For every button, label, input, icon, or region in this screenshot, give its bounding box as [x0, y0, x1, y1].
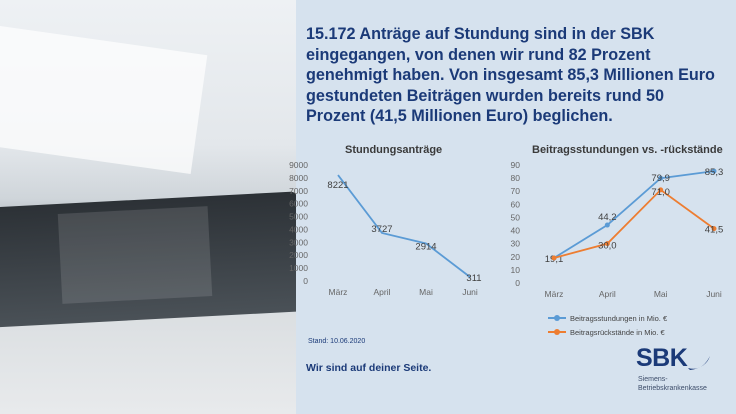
y-tick-label: 40	[511, 226, 521, 236]
legend-label-stundungen: Beitragsstundungen in Mio. €	[570, 313, 668, 323]
info-panel	[296, 0, 736, 414]
data-label: 30,0	[598, 241, 617, 252]
sbk-logo: SBK Siemens- Betriebskrankenkasse	[636, 344, 728, 408]
data-label: 71,0	[651, 187, 670, 198]
stand-date: Stand: 10.06.2020	[308, 338, 366, 345]
legend-label-rueckstaende: Beitragsrückstände in Mio. €	[570, 327, 665, 337]
x-tick-label: März	[545, 289, 564, 299]
series-line-0	[553, 170, 715, 259]
y-tick-label: 80	[511, 173, 521, 183]
slogan: Wir sind auf deiner Seite.	[306, 362, 432, 374]
logo-wordmark: SBK	[636, 344, 688, 372]
data-label: 8221	[327, 180, 348, 191]
y-tick-label: 2000	[289, 250, 308, 260]
x-tick-label: April	[599, 289, 616, 299]
y-tick-label: 30	[511, 239, 521, 249]
data-label: 3727	[371, 224, 392, 235]
logo-sub-line1: Siemens-	[638, 376, 668, 383]
data-label: 79,9	[651, 173, 670, 184]
data-point	[711, 226, 717, 232]
data-point	[658, 175, 664, 181]
y-tick-label: 10	[511, 265, 521, 275]
data-label: 44,2	[598, 212, 617, 223]
logo-sub-line2: Betriebskrankenkasse	[638, 384, 707, 392]
photo-glare	[57, 206, 213, 304]
chart-beitragsstundungen: 0102030405060708090MärzAprilMaiJuni19,14…	[511, 160, 724, 299]
series-line-0	[337, 174, 471, 278]
y-tick-label: 7000	[289, 186, 308, 196]
y-tick-label: 6000	[289, 199, 308, 209]
y-tick-label: 9000	[289, 160, 308, 170]
data-point	[604, 222, 610, 228]
data-label: 311	[466, 273, 481, 284]
y-tick-label: 0	[303, 276, 308, 286]
photo-paper	[0, 25, 208, 175]
data-point	[604, 241, 610, 247]
chart2-title: Beitragsstundungen vs. -rückstände	[532, 144, 723, 156]
y-tick-label: 20	[511, 252, 521, 262]
headline: 15.172 Anträge auf Stundung sind in der …	[306, 25, 715, 125]
background-photo	[0, 0, 296, 414]
series-line-1	[553, 188, 715, 259]
y-tick-label: 0	[515, 278, 520, 288]
legend-item-stundungen: Beitragsstundungen in Mio. €	[548, 311, 667, 325]
legend-item-rueckstaende: Beitragsrückstände in Mio. €	[548, 325, 667, 339]
chart1-title: Stundungsanträge	[345, 144, 443, 156]
x-tick-label: Mai	[419, 287, 433, 297]
data-point	[711, 168, 717, 174]
data-label: 85,3	[705, 167, 724, 178]
y-tick-label: 90	[511, 160, 521, 170]
data-label: 41,5	[705, 225, 724, 236]
y-tick-label: 5000	[289, 212, 308, 222]
y-tick-label: 8000	[289, 173, 308, 183]
data-point	[658, 187, 664, 193]
y-tick-label: 3000	[289, 237, 308, 247]
y-tick-label: 50	[511, 212, 521, 222]
chart2-legend: Beitragsstundungen in Mio. € Beitragsrüc…	[548, 311, 667, 339]
y-tick-label: 1000	[289, 263, 308, 273]
chart-stundungsantraege: 0 1000 2000 3000 4000 5000 6000 7000 8000 9000 Mär…	[289, 160, 482, 297]
y-tick-label: 70	[511, 186, 521, 196]
data-label: 2914	[415, 241, 436, 252]
x-tick-label: Juni	[462, 287, 478, 297]
y-tick-label: 4000	[289, 224, 308, 234]
logo-subtitle: Siemens- Betriebskrankenkasse	[638, 376, 707, 393]
x-tick-label: März	[329, 287, 348, 297]
x-tick-label: April	[373, 287, 390, 297]
logo-swoosh-icon	[688, 356, 710, 370]
y-tick-label: 60	[511, 199, 521, 209]
data-point	[551, 255, 557, 261]
x-tick-label: Mai	[654, 289, 668, 299]
x-tick-label: Juni	[706, 289, 722, 299]
